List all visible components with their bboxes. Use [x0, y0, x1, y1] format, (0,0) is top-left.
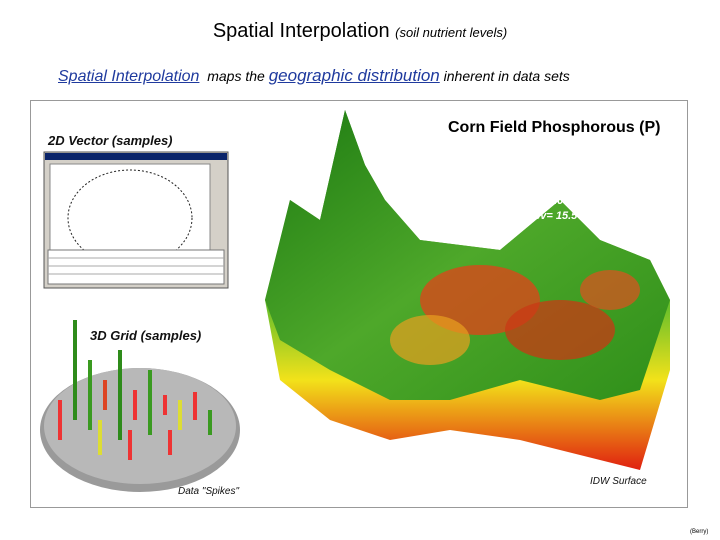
intro-text: inherent in data sets [443, 68, 570, 84]
title-line: Spatial Interpolation (soil nutrient lev… [0, 20, 720, 43]
panel-label: 3D Grid (samples) [90, 328, 201, 343]
emphasis-link[interactable]: geographic distribution [268, 66, 440, 85]
title-note: (soil nutrient levels) [395, 25, 508, 40]
stats: Mean= 22.4 Sdev= 15.5 [455, 210, 578, 222]
panel-label: 3D Grid (interpolated surface) [413, 174, 596, 189]
window-2d [43, 151, 229, 289]
stats: Min= 5.4 Max= 107.0 [455, 195, 564, 207]
credit: (Berry) [690, 529, 709, 535]
panel-label: 2D Vector (samples) [47, 133, 173, 148]
title: Spatial Interpolation [212, 20, 390, 42]
surface [265, 110, 670, 470]
intro-text: maps the [207, 68, 265, 84]
term-link[interactable]: Spatial Interpolation [58, 68, 200, 85]
caption: IDW Surface [590, 476, 647, 487]
figure-title: Corn Field Phosphorous (P) [448, 119, 660, 136]
samples-disc [40, 320, 240, 492]
figure: 2D Vector (samples) 3D Grid (samples) Da… [30, 100, 688, 508]
intro-line: Spatial Interpolation maps the geographi… [58, 66, 570, 86]
caption: Data "Spikes" [178, 486, 239, 497]
